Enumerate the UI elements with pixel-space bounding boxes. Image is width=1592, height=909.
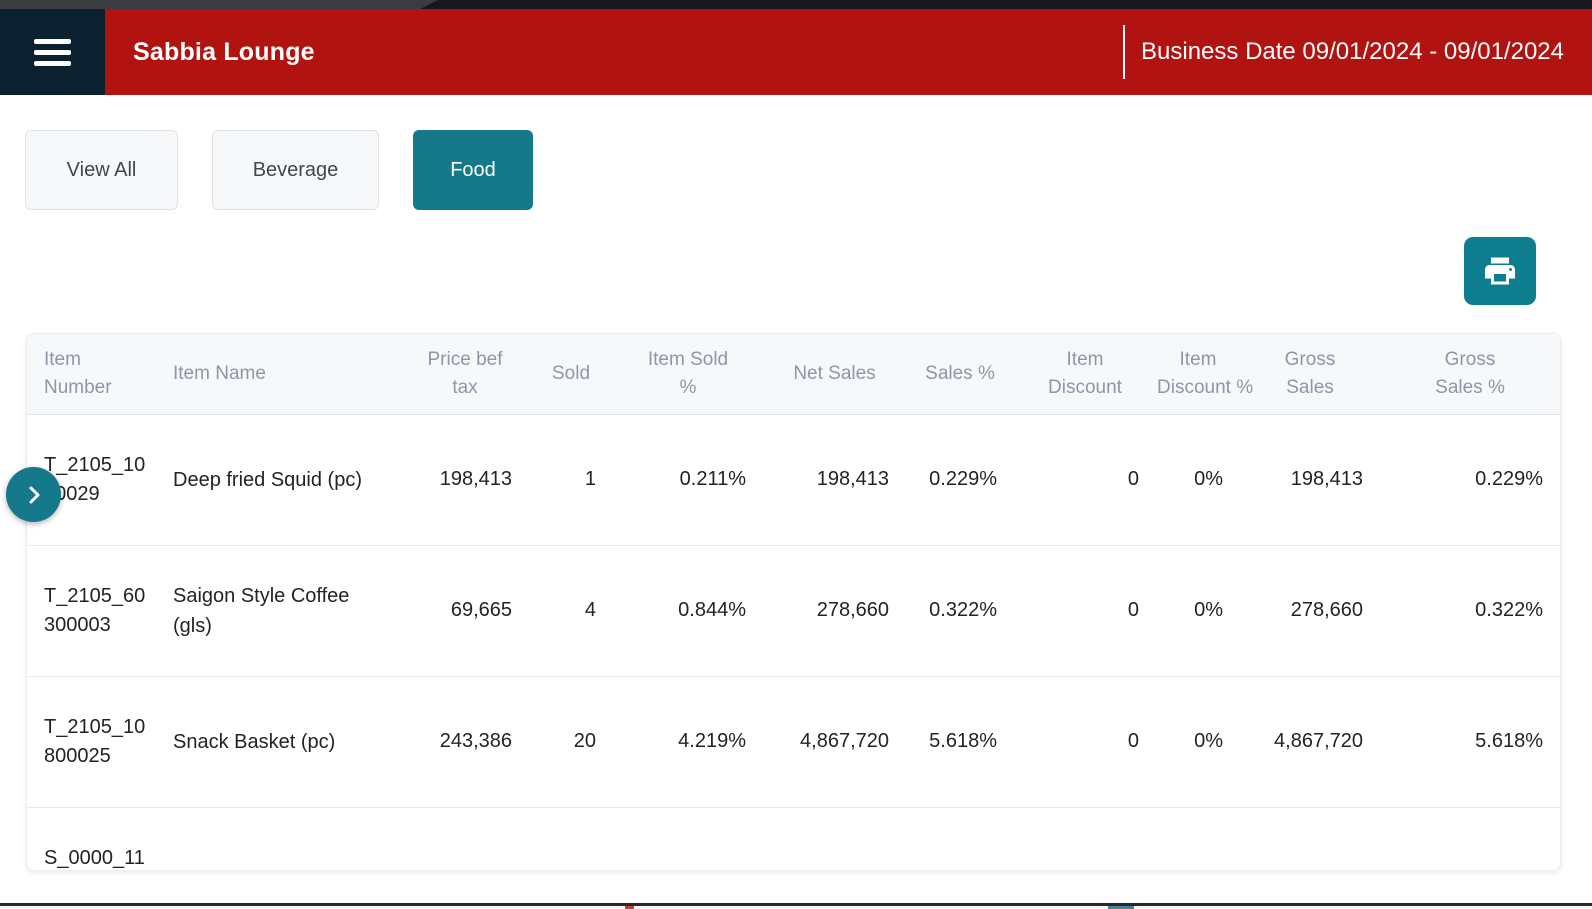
cell-sold: 20 — [529, 676, 613, 808]
cell-sales-pct: 0.322% — [906, 545, 1014, 677]
col-header-item-discount: Item Discount — [1014, 334, 1156, 415]
print-button[interactable] — [1464, 237, 1536, 305]
cell-item-name: Deep fried Squid (pc) — [161, 414, 401, 546]
table-row-partial: S_0000_11 — [27, 807, 1560, 870]
filter-food-button[interactable]: Food — [413, 130, 533, 210]
table-row: T_2105_10 00029 Deep fried Squid (pc) 19… — [27, 414, 1560, 546]
col-header-gross-sales-pct: Gross Sales % — [1380, 334, 1560, 415]
filter-view-all-label: View All — [66, 158, 137, 181]
cell-price-bef-tax: 243,386 — [401, 676, 529, 808]
cell-net-sales: 278,660 — [763, 545, 906, 677]
cell-sales-pct: 0.229% — [906, 414, 1014, 546]
cell-item-name — [161, 807, 401, 870]
sales-report-table-card: Item Number Item Name Price bef tax Sold I… — [26, 333, 1561, 871]
cell-item-discount-pct: 0% — [1156, 545, 1240, 677]
cell-gross-sales — [1240, 807, 1380, 870]
category-filter-group: View All Beverage Food — [25, 130, 1592, 210]
system-tab-shape — [0, 0, 438, 9]
cell-item-number: T_2105_60 300003 — [27, 545, 161, 677]
col-header-gross-sales: Gross Sales — [1240, 334, 1380, 415]
cell-gross-sales: 278,660 — [1240, 545, 1380, 677]
bottom-edge-line — [0, 903, 1592, 906]
cell-item-discount: 0 — [1014, 676, 1156, 808]
filter-beverage-label: Beverage — [252, 158, 339, 181]
col-header-sold: Sold — [529, 334, 613, 415]
filter-beverage-button[interactable]: Beverage — [212, 130, 379, 210]
col-header-price-bef-tax: Price bef tax — [401, 334, 529, 415]
table-row: T_2105_60 300003 Saigon Style Coffee (gl… — [27, 545, 1560, 677]
cell-net-sales: 198,413 — [763, 414, 906, 546]
cell-item-sold-pct — [613, 807, 763, 870]
cell-item-discount: 0 — [1014, 414, 1156, 546]
page-title: Sabbia Lounge — [133, 37, 315, 66]
filter-view-all-button[interactable]: View All — [25, 130, 178, 210]
cell-gross-sales-pct: 5.618% — [1380, 676, 1560, 808]
sales-report-table: Item Number Item Name Price bef tax Sold I… — [27, 334, 1560, 870]
cell-sold: 4 — [529, 545, 613, 677]
cell-item-sold-pct: 4.219% — [613, 676, 763, 808]
filter-food-label: Food — [450, 158, 496, 181]
cell-net-sales — [763, 807, 906, 870]
cell-item-name: Saigon Style Coffee (gls) — [161, 545, 401, 677]
col-header-item-number: Item Number — [27, 334, 161, 415]
table-row: T_2105_10 800025 Snack Basket (pc) 243,3… — [27, 676, 1560, 808]
printer-icon — [1482, 253, 1518, 289]
cell-sales-pct: 5.618% — [906, 676, 1014, 808]
cell-sold: 1 — [529, 414, 613, 546]
cell-item-discount-pct — [1156, 807, 1240, 870]
cell-price-bef-tax — [401, 807, 529, 870]
cell-gross-sales: 198,413 — [1240, 414, 1380, 546]
cell-gross-sales-pct — [1380, 807, 1560, 870]
cell-price-bef-tax: 69,665 — [401, 545, 529, 677]
col-header-net-sales: Net Sales — [763, 334, 906, 415]
bottom-clipped-strip — [0, 903, 1592, 909]
chevron-right-icon — [22, 483, 46, 507]
app-bar: Sabbia Lounge Business Date 09/01/2024 -… — [0, 9, 1592, 95]
date-divider — [1123, 25, 1126, 79]
toolbar-row — [0, 237, 1592, 305]
menu-button[interactable] — [0, 9, 105, 95]
app-bar-red-section: Sabbia Lounge Business Date 09/01/2024 -… — [105, 9, 1592, 95]
cell-item-sold-pct: 0.844% — [613, 545, 763, 677]
cell-item-number: S_0000_11 — [44, 846, 145, 869]
col-header-item-name: Item Name — [161, 334, 401, 415]
clipped-red-fragment — [625, 906, 634, 909]
system-top-bar — [0, 0, 1592, 9]
cell-gross-sales-pct: 0.322% — [1380, 545, 1560, 677]
cell-item-sold-pct: 0.211% — [613, 414, 763, 546]
col-header-item-discount-pct: Item Discount % — [1156, 334, 1253, 415]
expand-row-button[interactable] — [6, 467, 61, 522]
clipped-teal-fragment — [1108, 906, 1134, 909]
cell-item-discount-pct: 0% — [1156, 676, 1240, 808]
cell-gross-sales: 4,867,720 — [1240, 676, 1380, 808]
cell-item-discount — [1014, 807, 1156, 870]
cell-item-discount: 0 — [1014, 545, 1156, 677]
business-date-label[interactable]: Business Date 09/01/2024 - 09/01/2024 — [1141, 38, 1564, 65]
col-header-sales-pct: Sales % — [906, 334, 1014, 415]
cell-net-sales: 4,867,720 — [763, 676, 906, 808]
hamburger-menu-icon — [34, 38, 71, 66]
bottom-sliver — [0, 906, 1592, 909]
cell-item-number: T_2105_10 800025 — [27, 676, 161, 808]
table-header-row: Item Number Item Name Price bef tax Sold I… — [27, 334, 1560, 415]
cell-item-name: Snack Basket (pc) — [161, 676, 401, 808]
cell-price-bef-tax: 198,413 — [401, 414, 529, 546]
cell-sold — [529, 807, 613, 870]
cell-item-discount-pct: 0% — [1156, 414, 1240, 546]
cell-sales-pct — [906, 807, 1014, 870]
cell-gross-sales-pct: 0.229% — [1380, 414, 1560, 546]
col-header-item-sold-pct: Item Sold% — [613, 334, 763, 415]
